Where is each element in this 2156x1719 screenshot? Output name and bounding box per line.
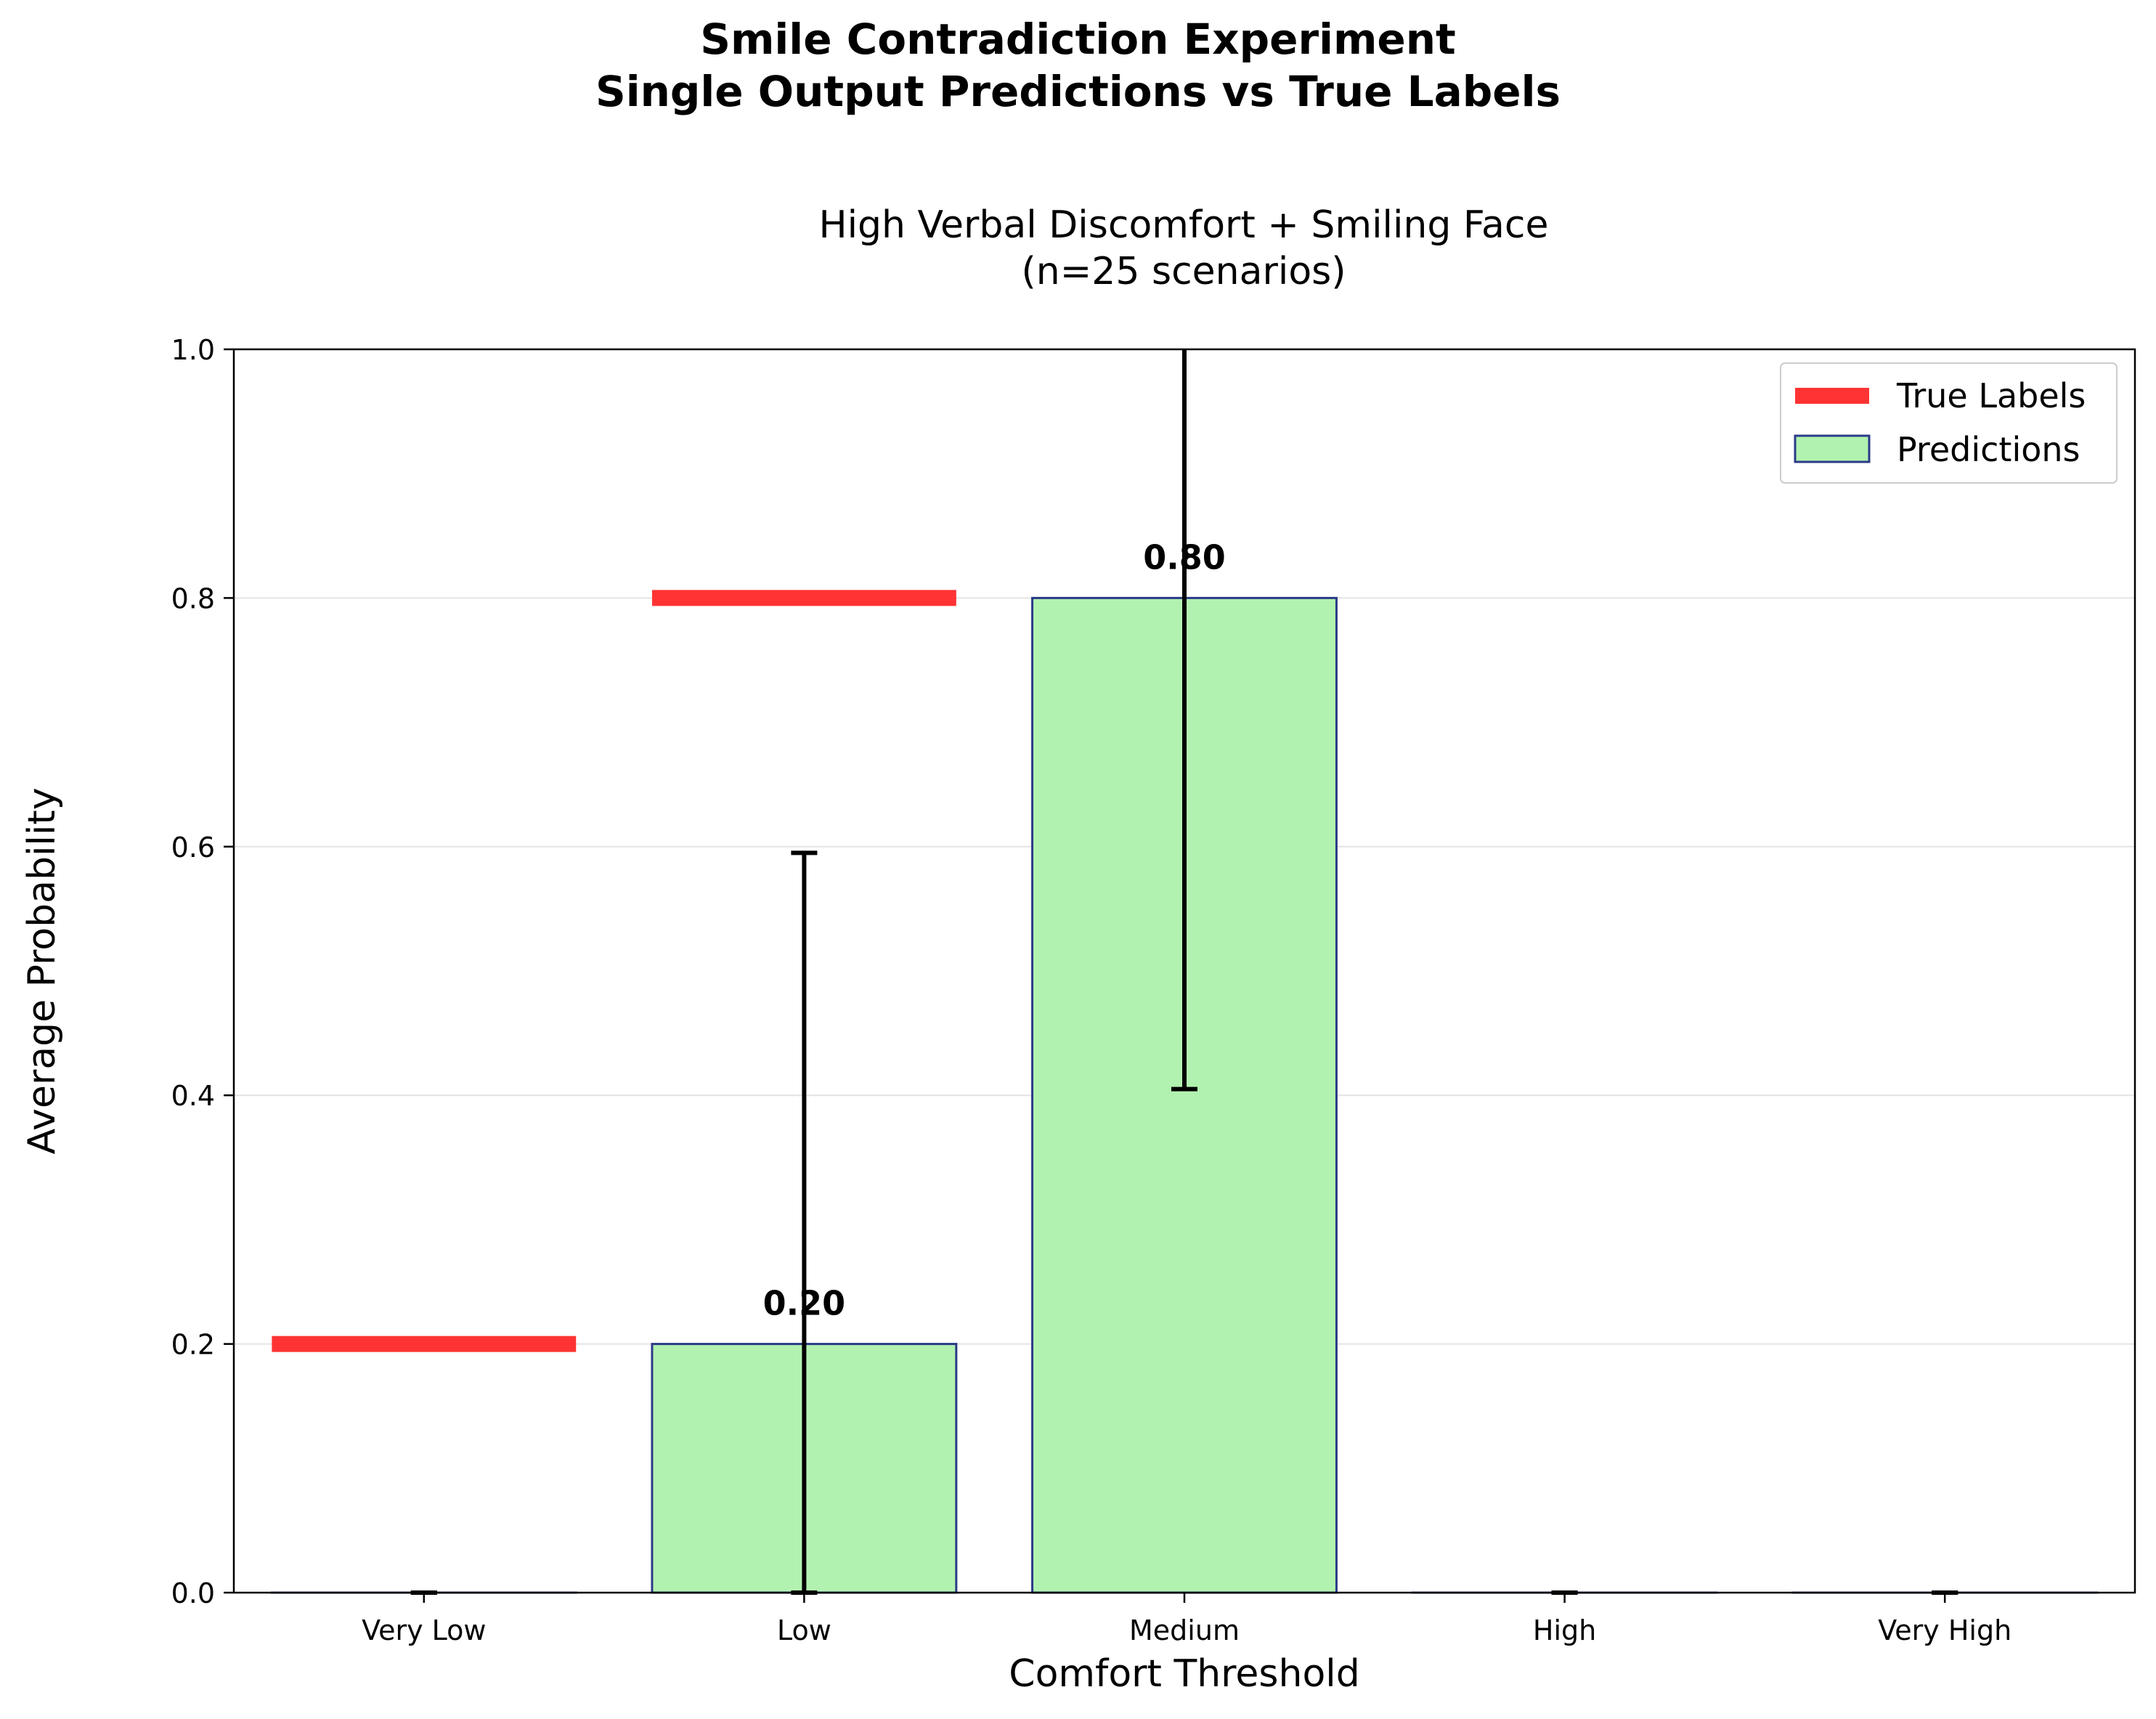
figure-title-line2: Single Output Predictions vs True Labels: [595, 67, 1561, 116]
chart-title-line2: (n=25 scenarios): [1021, 250, 1346, 293]
x-tick-label: Medium: [1129, 1614, 1240, 1646]
y-tick-label: 0.6: [171, 832, 215, 863]
figure-title-line1: Smile Contradiction Experiment: [700, 15, 1456, 64]
y-axis-ticks: 0.0 0.2 0.4 0.6 0.8 1.0: [171, 334, 234, 1609]
x-tick-label: Very High: [1878, 1614, 2011, 1646]
x-tick-label: High: [1533, 1614, 1596, 1646]
x-tick-label: Low: [777, 1614, 831, 1646]
figure-title: Smile Contradiction Experiment Single Ou…: [0, 13, 2156, 118]
value-label: 0.80: [1143, 537, 1226, 577]
chart-title: High Verbal Discomfort + Smiling Face (n…: [232, 202, 2135, 295]
legend-true-labels-text: True Labels: [1896, 376, 2086, 415]
x-axis-ticks: Very Low Low Medium High Very High: [362, 1593, 2011, 1646]
legend-predictions-text: Predictions: [1897, 430, 2080, 469]
x-tick-label: Very Low: [362, 1614, 486, 1646]
chart-title-line1: High Verbal Discomfort + Smiling Face: [818, 203, 1549, 247]
value-labels: 0.20 0.80: [763, 537, 1226, 1322]
y-tick-label: 1.0: [171, 334, 215, 366]
y-axis-label: Average Probability: [20, 788, 64, 1155]
true-label-lines: [272, 590, 956, 1352]
legend-predictions-swatch: [1794, 434, 1871, 463]
x-axis-label: Comfort Threshold: [1009, 1652, 1359, 1696]
y-tick-label: 0.2: [171, 1329, 215, 1361]
legend: True Labels Predictions: [1780, 362, 2118, 484]
y-tick-label: 0.8: [171, 582, 215, 614]
y-tick-label: 0.4: [171, 1080, 215, 1112]
y-tick-label: 0.0: [171, 1577, 215, 1609]
value-label: 0.20: [763, 1284, 846, 1323]
